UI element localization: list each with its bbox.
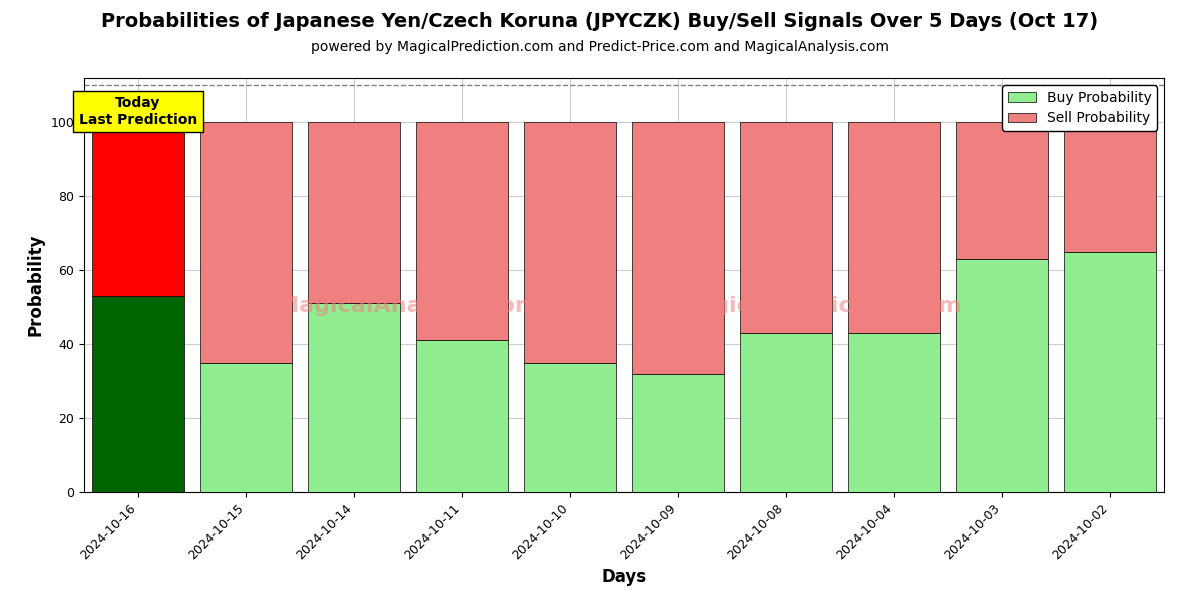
Bar — [740, 333, 832, 492]
Bar — [1064, 122, 1156, 252]
Bar — [524, 362, 616, 492]
Bar — [308, 122, 400, 304]
Text: powered by MagicalPrediction.com and Predict-Price.com and MagicalAnalysis.com: powered by MagicalPrediction.com and Pre… — [311, 40, 889, 54]
Bar — [740, 122, 832, 333]
Y-axis label: Probability: Probability — [26, 234, 44, 336]
Bar — [92, 296, 184, 492]
Bar — [1064, 252, 1156, 492]
Text: MagicalAnalysis.com: MagicalAnalysis.com — [277, 296, 539, 316]
Bar — [632, 374, 724, 492]
Bar — [92, 122, 184, 296]
Bar — [524, 122, 616, 362]
Legend: Buy Probability, Sell Probability: Buy Probability, Sell Probability — [1002, 85, 1157, 131]
Bar — [200, 122, 292, 362]
Bar — [848, 333, 940, 492]
Bar — [308, 304, 400, 492]
Bar — [200, 362, 292, 492]
Bar — [956, 259, 1048, 492]
Text: MagicalPrediction.com: MagicalPrediction.com — [676, 296, 961, 316]
Bar — [848, 122, 940, 333]
Text: Probabilities of Japanese Yen/Czech Koruna (JPYCZK) Buy/Sell Signals Over 5 Days: Probabilities of Japanese Yen/Czech Koru… — [102, 12, 1098, 31]
Text: Today
Last Prediction: Today Last Prediction — [79, 97, 197, 127]
Bar — [956, 122, 1048, 259]
Bar — [416, 122, 508, 340]
Bar — [416, 340, 508, 492]
X-axis label: Days: Days — [601, 568, 647, 586]
Bar — [632, 122, 724, 374]
